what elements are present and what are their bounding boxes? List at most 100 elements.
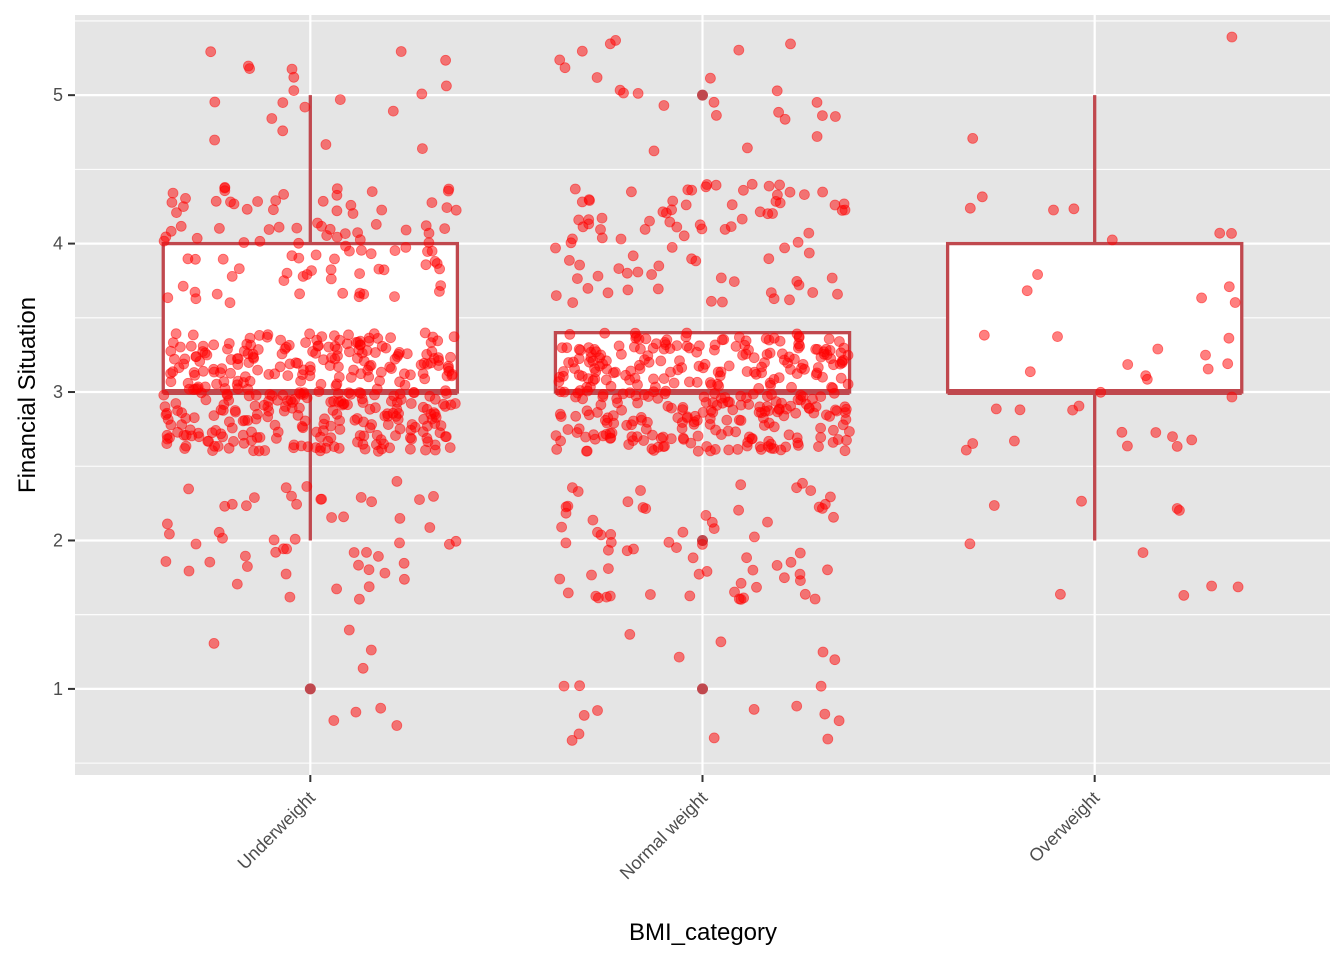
data-point [178,358,190,370]
data-point [794,547,806,559]
data-point [372,445,384,457]
data-point [815,422,826,434]
data-point [688,418,700,430]
data-point [389,291,400,303]
data-point [729,586,740,598]
data-point [440,385,451,397]
data-point [414,494,425,506]
data-point [262,411,274,423]
data-point [273,221,285,233]
data-point [321,230,333,241]
data-point [680,199,692,211]
data-point [328,715,340,726]
data-point [194,355,206,367]
data-point [253,445,265,457]
data-point [185,340,197,352]
outlier-point [304,683,316,695]
data-point [286,250,298,262]
data-point [705,72,716,84]
x-tick-label: Overweight [1025,788,1104,867]
data-point [1202,363,1214,375]
data-point [694,340,705,352]
data-point [604,38,616,50]
data-point [661,334,673,346]
data-point [706,516,718,528]
data-point [326,512,338,523]
data-point [797,477,808,489]
data-point [280,568,292,580]
x-tick-label: Underweight [234,788,320,874]
jitter-points [158,31,1244,746]
data-point [378,438,390,450]
data-point [331,183,343,195]
data-point [605,432,617,444]
data-point [1223,332,1235,344]
data-point [793,332,805,343]
data-point [825,491,836,503]
data-point [354,387,365,398]
data-point [398,573,410,585]
data-point [706,295,717,307]
data-point [214,367,226,379]
data-point [277,97,289,108]
data-point [1106,234,1118,246]
data-point [324,360,336,372]
data-point [231,379,243,391]
data-point [595,349,607,361]
data-point [812,343,823,355]
data-point [1021,285,1033,297]
data-point [617,388,629,400]
data-point [603,563,614,574]
data-point [1076,495,1087,507]
data-point [209,440,221,452]
data-point [555,386,566,398]
data-point [252,196,264,207]
data-point [771,85,783,97]
data-point [211,288,223,300]
data-point [348,547,360,558]
data-point [200,394,212,406]
data-point [440,54,452,66]
data-point [328,395,340,407]
data-point [785,38,796,50]
data-point [663,536,675,548]
data-point [562,587,574,599]
data-point [678,433,690,445]
data-point [590,590,602,602]
data-point [725,221,737,233]
data-point [1116,426,1128,438]
data-point [639,223,651,235]
data-point [363,332,375,344]
data-point [182,377,194,389]
data-point [1226,31,1238,43]
data-point [570,391,581,403]
data-point [375,366,387,378]
data-point [773,106,784,118]
data-point [1226,227,1237,239]
data-point [204,556,216,568]
data-point [813,441,824,453]
data-point [672,364,684,376]
data-point [263,224,275,235]
data-point [830,111,841,122]
data-point [964,538,976,550]
data-point [390,410,402,422]
data-point [605,380,617,392]
data-point [238,437,250,449]
data-point [1200,349,1211,361]
data-point [640,423,652,435]
data-point [444,442,456,454]
data-point [391,475,403,487]
data-point [673,651,685,663]
data-point [400,241,412,253]
data-point [790,407,802,419]
data-point [632,266,644,278]
data-point [600,414,611,426]
data-point [226,422,238,434]
data-point [828,387,840,399]
x-axis-title: BMI_category [629,919,777,946]
data-point [677,417,688,428]
data-point [621,267,633,279]
data-point [708,732,720,744]
data-point [585,352,597,364]
